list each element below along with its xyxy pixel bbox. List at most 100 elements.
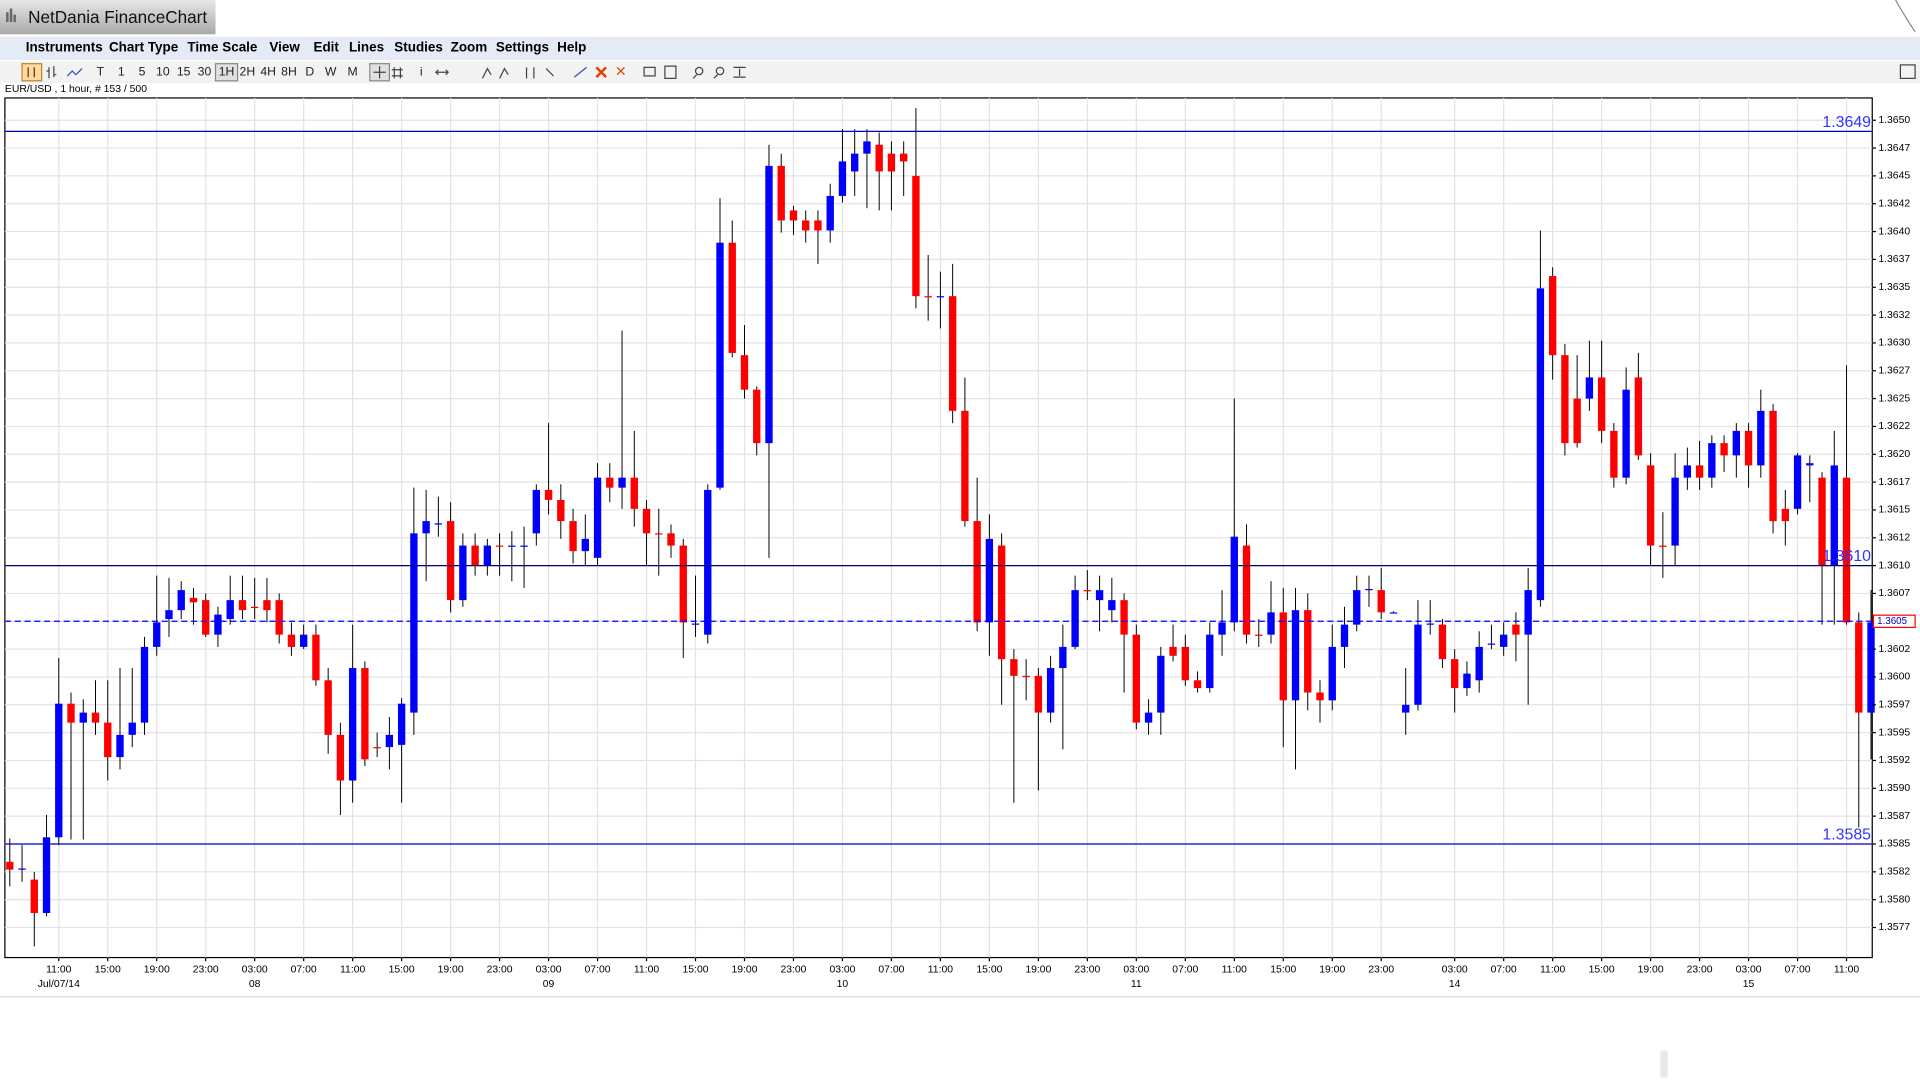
candle-body	[410, 533, 418, 713]
menu-item[interactable]: Instruments	[26, 39, 103, 54]
candle-body	[1083, 590, 1092, 592]
candle-body	[1230, 536, 1238, 623]
candle-body	[1132, 634, 1140, 723]
menu-item[interactable]: Time Scale	[187, 39, 258, 54]
candle-body	[226, 600, 234, 620]
candle-body	[1328, 646, 1336, 701]
candle-body	[18, 868, 26, 870]
candle-body	[838, 161, 847, 196]
info-button[interactable]: i	[420, 64, 423, 78]
candle-body	[544, 489, 553, 500]
candle-body	[1255, 634, 1263, 636]
timescale-button[interactable]: 8H	[281, 64, 297, 78]
y-tick-label: 1.3627	[1878, 366, 1910, 377]
candle-body	[924, 296, 932, 298]
timescale-button[interactable]: 4H	[260, 64, 276, 78]
timescale-button[interactable]: W	[325, 64, 337, 78]
timescale-button[interactable]: 15	[177, 64, 191, 78]
y-tick-label: 1.3585	[1878, 839, 1910, 850]
candle-body	[1548, 276, 1557, 356]
candle-body	[667, 533, 675, 546]
candle-body	[1120, 600, 1128, 635]
x-tick-label: 19:00	[1319, 965, 1345, 976]
candle-body	[936, 296, 945, 298]
y-tick-label: 1.3615	[1878, 505, 1910, 516]
timescale-button[interactable]: 1	[118, 64, 125, 78]
y-tick-label: 1.3642	[1878, 198, 1910, 209]
candle-body	[1022, 675, 1030, 678]
menu-item[interactable]: Help	[557, 39, 586, 54]
candle-body	[508, 545, 516, 547]
y-tick-label: 1.3582	[1878, 867, 1910, 878]
x-tick-label: 23:00	[1368, 965, 1394, 976]
candle-body	[912, 175, 920, 297]
candle-body	[581, 538, 589, 552]
candle-body	[765, 165, 773, 444]
x-tick-label: 11:00	[340, 965, 365, 976]
x-tick-label: 23:00	[780, 965, 806, 976]
candle-body	[287, 634, 296, 647]
x-tick-label: 03:00	[536, 965, 562, 976]
timescale-button[interactable]: 5	[139, 64, 146, 78]
candle-body	[569, 521, 577, 552]
menu-item[interactable]: View	[269, 39, 300, 54]
x-tick-label: 11:00	[1222, 965, 1247, 976]
candle-body	[851, 153, 859, 172]
candle-body	[1426, 623, 1434, 625]
timescale-button[interactable]: T	[97, 64, 105, 78]
candle-body	[1732, 430, 1740, 456]
timescale-button[interactable]: 10	[156, 64, 170, 78]
y-tick-label: 1.3612	[1878, 533, 1910, 544]
candle-body	[1659, 545, 1667, 547]
menu-item[interactable]: Edit	[313, 39, 339, 54]
candle-body	[1512, 624, 1520, 635]
candle-body	[948, 296, 957, 411]
timescale-button[interactable]: 2H	[240, 64, 256, 78]
x-tick-label: 07:00	[585, 965, 611, 976]
candle-body	[826, 195, 834, 231]
candle-body	[1646, 465, 1655, 546]
x-tick-label: 15:00	[1589, 965, 1615, 976]
x-tick-label: 23:00	[1687, 965, 1713, 976]
menu-item[interactable]: Chart Type	[109, 39, 179, 54]
candle-body	[789, 210, 798, 221]
candle-body	[863, 141, 871, 154]
candle-body	[1218, 622, 1226, 635]
x-tick-label: 19:00	[438, 965, 464, 976]
menu-item[interactable]: Lines	[349, 39, 384, 54]
menu-item[interactable]: Settings	[496, 39, 549, 54]
candle-body	[1585, 377, 1594, 399]
timescale-button[interactable]: 1H	[219, 64, 235, 78]
timescale-button[interactable]: M	[348, 64, 358, 78]
scroll-handle	[1660, 1050, 1668, 1078]
timescale-button[interactable]: D	[305, 64, 314, 78]
candle-body	[593, 477, 602, 558]
candle-body	[1438, 624, 1447, 660]
y-tick-label: 1.3595	[1878, 727, 1910, 738]
toolbar-buttons: T 1 5 10 15 30 1H 2H 4H 8H D W M	[97, 64, 358, 78]
candle-body	[1046, 668, 1055, 713]
y-tick-label: 1.3587	[1878, 811, 1910, 822]
candle-body	[459, 545, 467, 601]
candle-body	[630, 477, 638, 509]
y-tick-label: 1.3635	[1878, 282, 1910, 293]
candle-body	[1757, 410, 1765, 466]
candle-body	[1561, 355, 1569, 444]
y-tick-label: 1.3625	[1878, 393, 1910, 404]
candle-body	[1034, 675, 1043, 713]
candle-body	[1365, 588, 1373, 591]
timescale-button[interactable]: 30	[198, 64, 212, 78]
candle-body	[165, 610, 173, 620]
menu-item[interactable]: Zoom	[451, 39, 488, 54]
candle-body	[1842, 477, 1851, 623]
candle-body	[336, 734, 345, 781]
candle-body	[434, 523, 443, 525]
menu-item[interactable]: Studies	[394, 39, 443, 54]
candle-body	[42, 837, 51, 914]
candle-body	[679, 545, 687, 623]
candle-body	[1855, 622, 1863, 713]
level-label: 1.3649	[1822, 114, 1871, 131]
y-tick-label: 1.3640	[1878, 226, 1910, 237]
candle-body	[532, 489, 540, 534]
candle-body	[1769, 410, 1777, 522]
